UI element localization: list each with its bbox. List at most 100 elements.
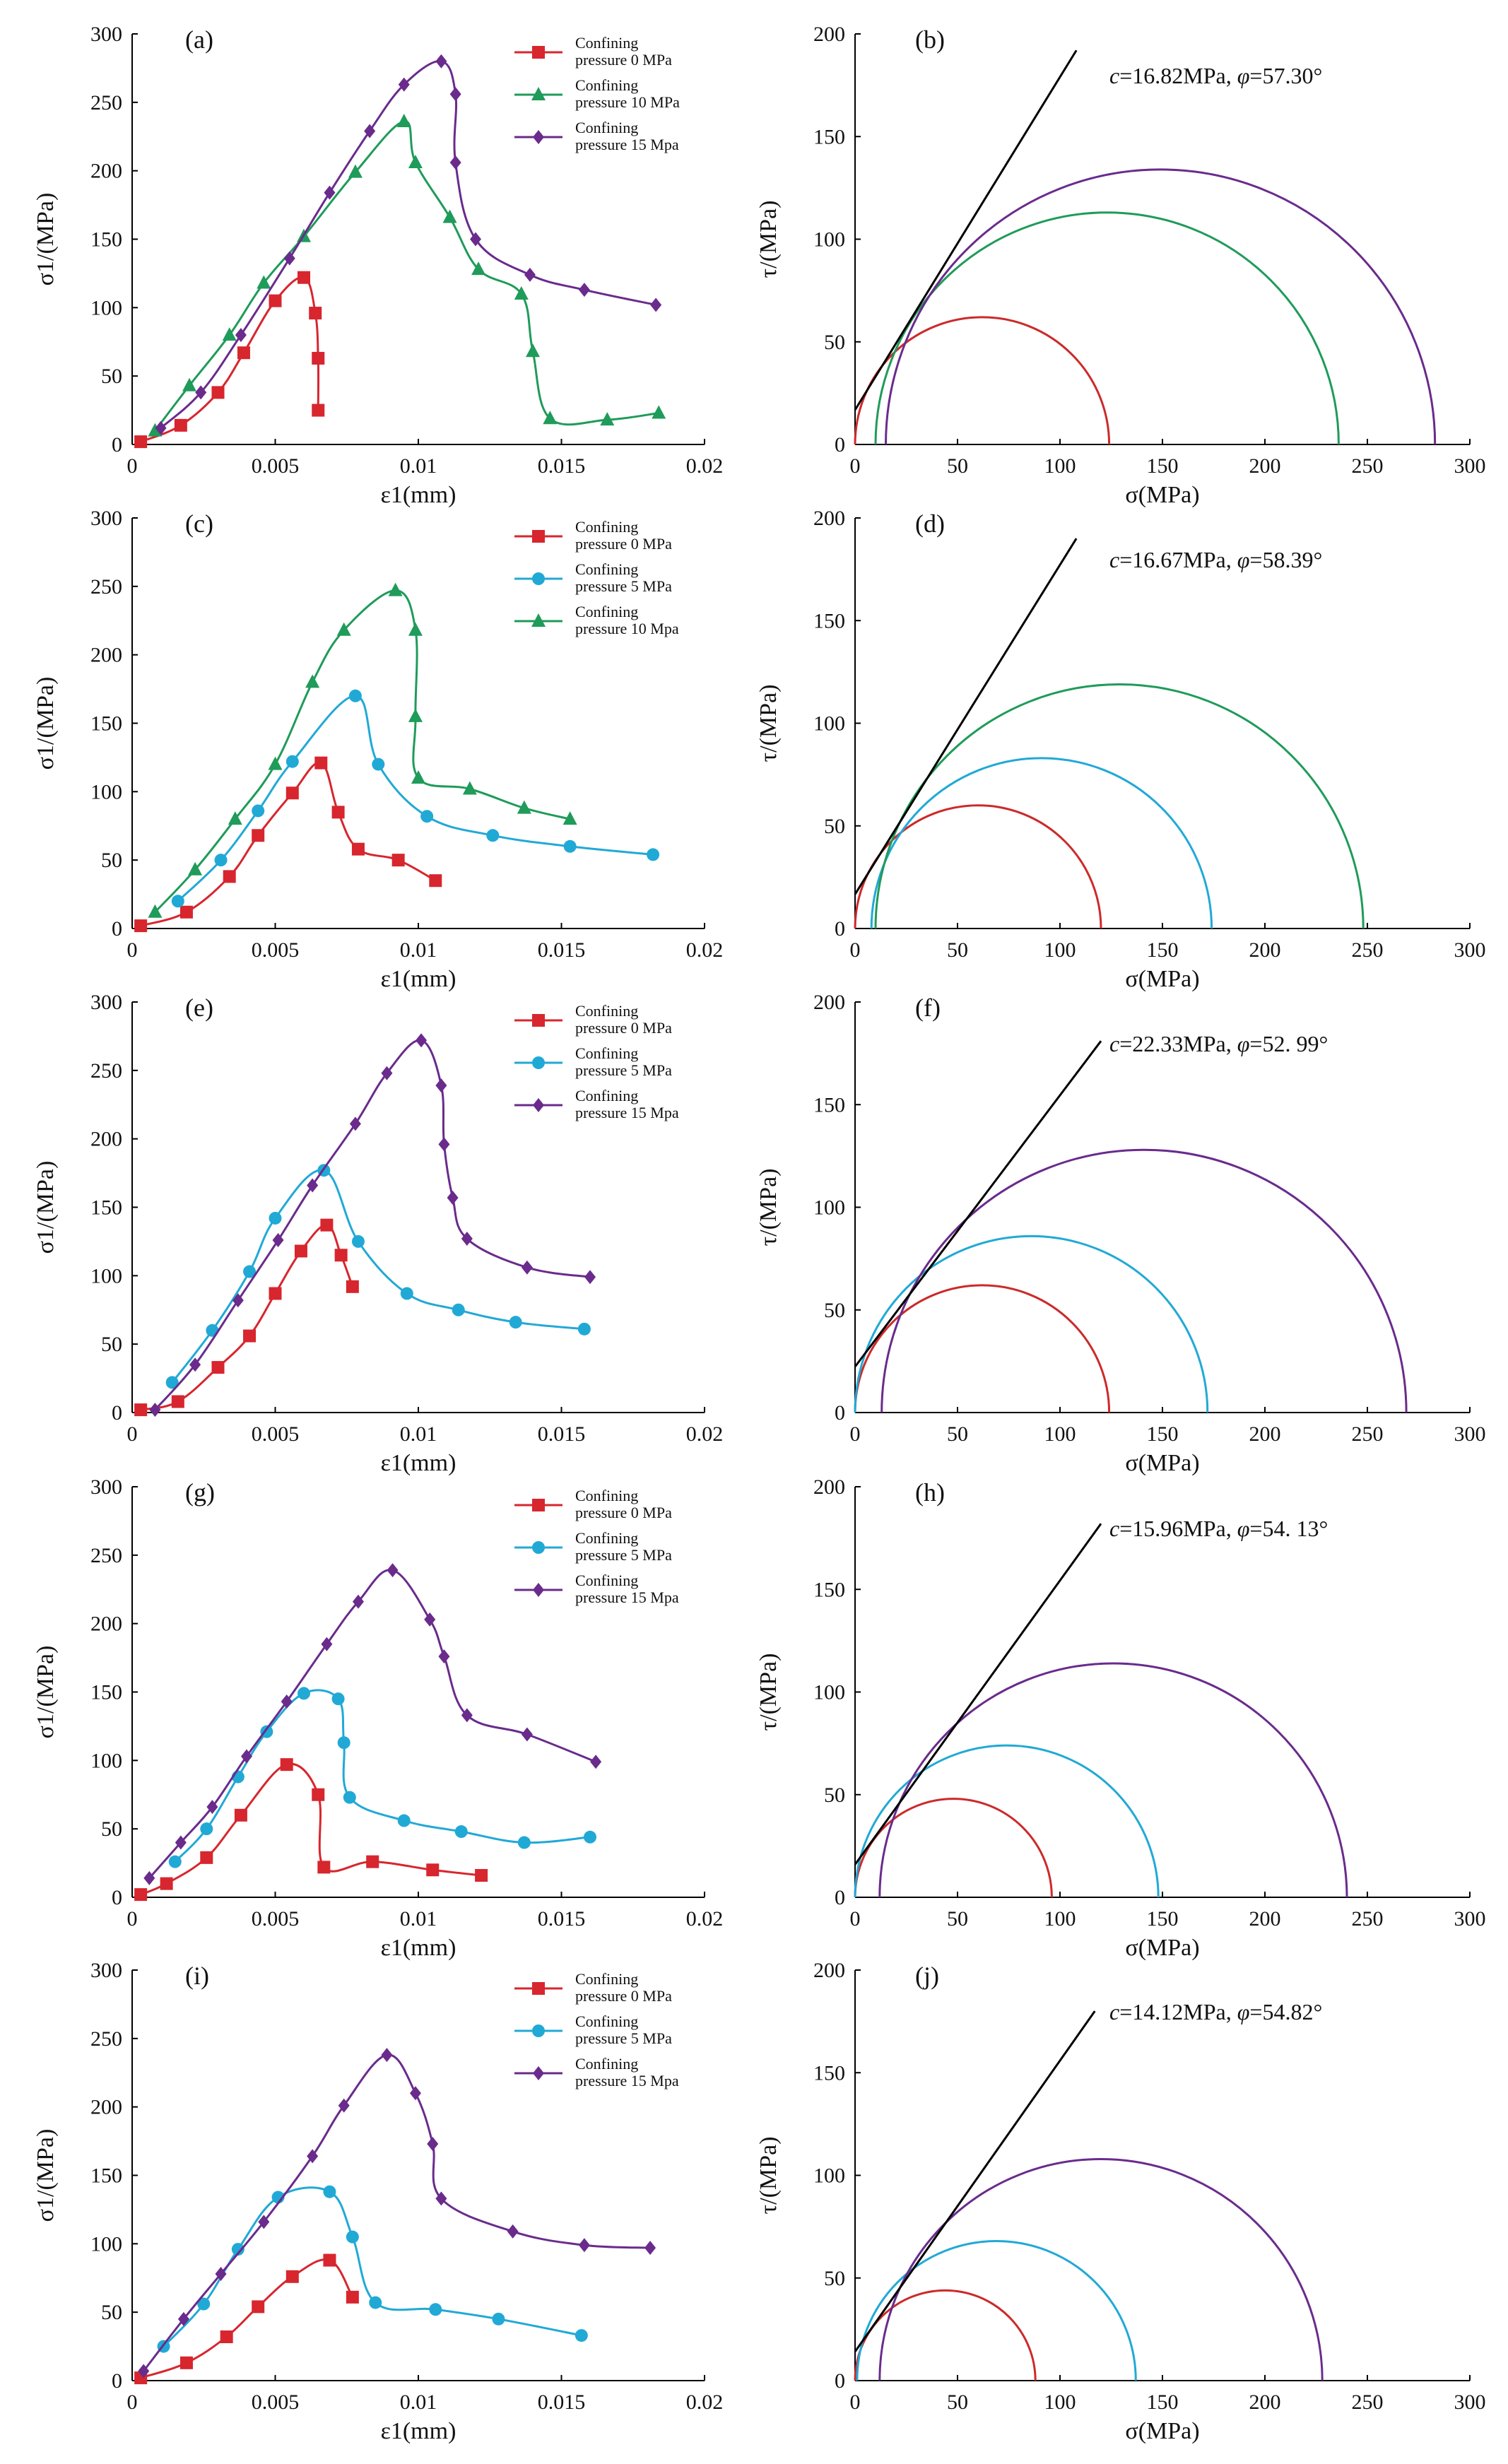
data-point [650,297,662,312]
data-point [268,756,283,770]
data-point [269,294,282,307]
data-point [241,1749,252,1764]
data-point [222,327,237,341]
data-point [200,1822,213,1836]
y-tick-label: 0 [112,2369,122,2393]
data-point [454,1825,468,1839]
data-point [420,810,434,823]
x-tick-label: 0.01 [400,2391,437,2414]
annotation-c: c [1109,1999,1119,2024]
annotation-phi: φ [1237,1031,1250,1056]
data-point [149,1403,161,1417]
legend-text: Confining [575,1487,638,1504]
y-tick-label: 100 [813,1681,845,1704]
annotation-c-value: =16.67MPa, [1119,547,1237,572]
data-point [168,1855,182,1868]
legend-marker [531,87,546,100]
data-point [323,2253,336,2267]
legend-text: Confining [575,1044,638,1062]
y-tick-label: 300 [90,1959,122,1982]
legend-text: pressure 0 MPa [575,1019,672,1037]
x-tick-label: 0.015 [538,1907,586,1930]
annotation-phi-value: =54. 13° [1249,1516,1328,1541]
data-point [314,756,328,770]
panel-label: (d) [915,509,945,538]
data-point [348,689,362,702]
data-point [298,1687,310,1700]
data-point [272,1232,284,1247]
x-tick-label: 300 [1454,2391,1486,2414]
x-tick-label: 100 [1044,938,1076,962]
y-tick-label: 100 [813,228,845,252]
data-point [426,1863,440,1877]
mohr-circle-2 [880,1148,1408,1413]
y-tick-label: 0 [835,433,845,456]
y-tick-label: 0 [112,1401,122,1425]
y-tick-label: 0 [112,917,122,941]
mohr-circle-0 [854,1284,1111,1413]
data-point [148,423,163,437]
strength-envelope-line [854,2010,1096,2352]
y-tick-label: 50 [101,2301,122,2324]
data-point [398,77,410,92]
x-tick-label: 0.005 [252,938,300,962]
x-tick-label: 0.02 [686,2391,724,2414]
legend-text: pressure 15 Mpa [575,136,679,153]
mohr-circle-2 [885,168,1437,445]
panel-label: (a) [185,25,213,54]
panel-e: 0 50 100 150 200 250 300 0 0.005 0.01 0.015 0.02 (e)… [33,991,723,1476]
data-point [337,1736,351,1750]
data-point [331,806,345,819]
series-2 [148,582,577,918]
y-axis-title: τ/(MPa) [755,2137,782,2215]
y-tick-label: 0 [112,433,122,456]
data-point [408,708,423,722]
data-point [134,435,148,449]
x-tick-label: 50 [947,454,968,478]
data-point [197,2297,211,2311]
y-tick-label: 150 [813,2061,845,2085]
data-point [324,185,336,200]
data-point [387,1563,399,1578]
y-tick-label: 50 [101,365,122,388]
data-point [521,1727,533,1742]
x-tick-label: 150 [1147,1907,1179,1930]
data-point [338,2098,350,2113]
x-tick-label: 0.015 [538,454,586,478]
data-point [475,1869,488,1882]
x-tick-label: 0.01 [400,1422,437,1446]
data-point [252,829,265,842]
mohr-circle-0 [854,2289,1037,2381]
mohr-circle-1 [874,211,1340,445]
y-axis-title: τ/(MPa) [755,201,782,278]
y-axis-title: τ/(MPa) [755,1654,782,1731]
y-tick-label: 50 [824,331,845,354]
annotation-phi-value: =57.30° [1249,63,1322,88]
data-point [223,870,236,883]
data-point [429,874,442,888]
y-tick-label: 50 [824,2267,845,2290]
panel-a: 0 50 100 150 200 250 300 0 0.005 0.01 0.015 0.02 (a)… [33,23,723,508]
data-point [214,854,228,867]
series-1 [165,1164,591,1389]
data-point [252,804,265,818]
data-point [348,164,363,178]
legend-text: Confining [575,1529,638,1547]
x-tick-label: 200 [1249,1422,1281,1446]
data-point [171,895,184,908]
legend-text: Confining [575,2012,638,2030]
legend-marker [532,2024,545,2037]
y-tick-label: 150 [90,1196,122,1220]
y-tick-label: 200 [813,23,845,46]
y-tick-label: 250 [90,91,122,114]
panel-g: 0 50 100 150 200 250 300 0 0.005 0.01 0.015 0.02 (g)… [33,1475,723,1961]
annotation-phi: φ [1237,63,1250,88]
data-point [590,1755,602,1769]
data-point [461,1708,473,1723]
data-point [317,1861,331,1874]
x-tick-label: 250 [1352,1422,1384,1446]
legend-text: Confining [575,34,638,52]
panel-label: (e) [185,994,213,1022]
data-point [575,2329,588,2342]
data-point [336,622,351,636]
